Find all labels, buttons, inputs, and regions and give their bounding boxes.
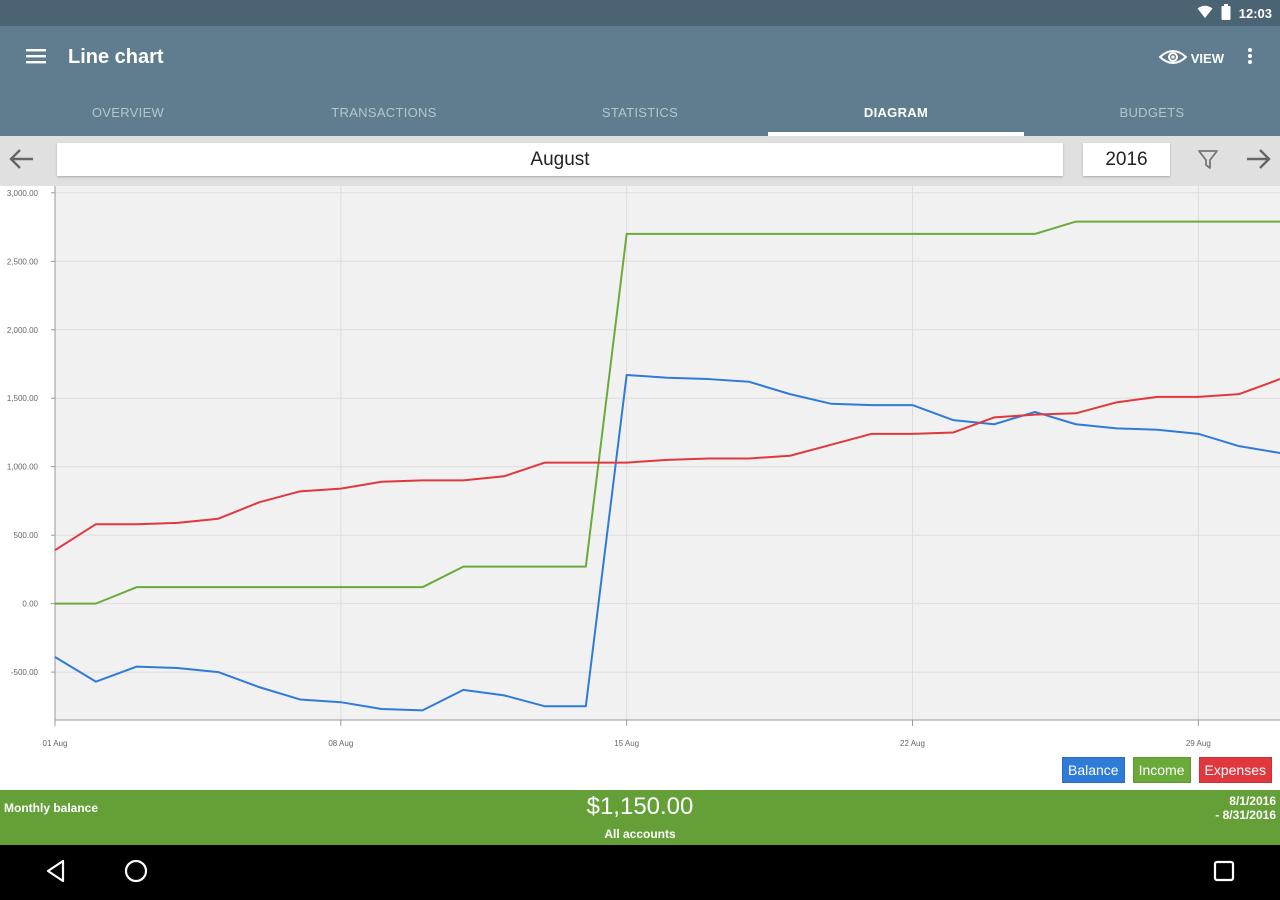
date-from: 8/1/2016 bbox=[1229, 794, 1276, 808]
hamburger-icon bbox=[26, 48, 46, 69]
system-nav-bar bbox=[0, 845, 1280, 900]
tab-budgets[interactable]: BUDGETS bbox=[1119, 105, 1185, 120]
monthly-balance-bar: Monthly balance $1,150.00 All accounts 8… bbox=[0, 790, 1280, 845]
page-title: Line chart bbox=[68, 46, 164, 68]
y-tick-label: 500.00 bbox=[14, 531, 39, 540]
date-to: - 8/31/2016 bbox=[1215, 808, 1276, 822]
series-line-expenses bbox=[54, 378, 1280, 552]
previous-period-button[interactable] bbox=[6, 145, 38, 177]
chart-legend: Balance Income Expenses bbox=[1062, 757, 1272, 783]
accounts-label: All accounts bbox=[604, 827, 676, 841]
tab-bar: OVERVIEW TRANSACTIONS STATISTICS DIAGRAM… bbox=[0, 96, 1280, 136]
more-vert-icon bbox=[1247, 47, 1253, 70]
filter-icon bbox=[1197, 148, 1219, 175]
back-triangle-icon bbox=[45, 859, 67, 888]
y-tick-label: 0.00 bbox=[22, 600, 38, 609]
app-bar: Line chart VIEW OVERVIEW TRANSACTIONS ST… bbox=[0, 26, 1280, 136]
series-line-balance bbox=[54, 373, 1280, 712]
clock: 12:03 bbox=[1238, 5, 1272, 21]
filter-button[interactable] bbox=[1194, 148, 1222, 174]
period-bar: August 2016 bbox=[0, 136, 1280, 186]
monthly-balance-label: Monthly balance bbox=[4, 801, 99, 815]
status-bar: 12:03 bbox=[0, 0, 1280, 26]
back-button[interactable] bbox=[40, 857, 72, 889]
arrow-right-icon bbox=[1245, 148, 1271, 175]
plot-area bbox=[55, 186, 1280, 720]
y-tick-label: 3,000.00 bbox=[7, 189, 39, 198]
recents-button[interactable] bbox=[1208, 857, 1240, 889]
overflow-menu-button[interactable] bbox=[1238, 44, 1262, 72]
x-tick-label: 29 Aug bbox=[1186, 739, 1211, 748]
legend-expenses[interactable]: Expenses bbox=[1198, 757, 1272, 783]
arrow-left-icon bbox=[9, 148, 35, 175]
tab-transactions[interactable]: TRANSACTIONS bbox=[331, 105, 437, 120]
y-tick-label: -500.00 bbox=[11, 668, 39, 677]
view-label: VIEW bbox=[1190, 50, 1224, 66]
series-line-income bbox=[55, 220, 1280, 605]
home-button[interactable] bbox=[120, 857, 152, 889]
legend-balance[interactable]: Balance bbox=[1062, 757, 1125, 783]
x-tick-label: 22 Aug bbox=[900, 739, 925, 748]
tab-overview[interactable]: OVERVIEW bbox=[91, 105, 165, 120]
wifi-icon bbox=[1197, 5, 1213, 22]
view-button[interactable]: VIEW bbox=[1158, 44, 1224, 72]
x-tick-label: 08 Aug bbox=[328, 739, 353, 748]
tab-diagram[interactable]: DIAGRAM bbox=[768, 96, 1024, 136]
year-selector[interactable]: 2016 bbox=[1083, 143, 1170, 176]
home-circle-icon bbox=[123, 858, 149, 889]
status-icons: 12:03 bbox=[1197, 3, 1272, 23]
line-chart: 3,000.00 2,500.00 2,000.00 1,500.00 1,000.00… bbox=[0, 186, 1280, 756]
y-tick-label: 2,000.00 bbox=[7, 326, 39, 335]
legend-income[interactable]: Income bbox=[1132, 757, 1191, 783]
y-tick-label: 1,500.00 bbox=[7, 394, 39, 403]
x-tick-label: 01 Aug bbox=[43, 739, 68, 748]
y-tick-label: 2,500.00 bbox=[7, 257, 39, 266]
y-tick-label: 1,000.00 bbox=[7, 463, 39, 472]
chart-svg: 3,000.00 2,500.00 2,000.00 1,500.00 1,000.00… bbox=[7, 186, 1280, 748]
eye-icon bbox=[1158, 49, 1188, 68]
menu-button[interactable] bbox=[20, 44, 52, 72]
x-tick-label: 15 Aug bbox=[614, 739, 639, 748]
next-period-button[interactable] bbox=[1242, 145, 1274, 177]
monthly-balance-amount: $1,150.00 bbox=[586, 793, 694, 820]
tab-statistics[interactable]: STATISTICS bbox=[601, 105, 679, 120]
recents-square-icon bbox=[1212, 859, 1236, 888]
battery-icon bbox=[1221, 3, 1231, 23]
month-selector[interactable]: August bbox=[57, 143, 1063, 176]
date-range: 8/1/2016 - 8/31/2016 bbox=[1215, 794, 1276, 822]
